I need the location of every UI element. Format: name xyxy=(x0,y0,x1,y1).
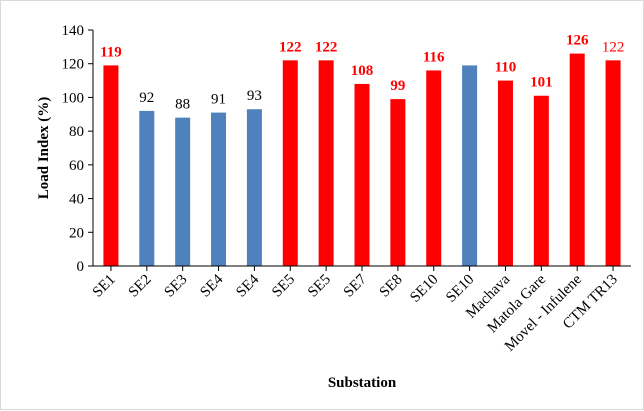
x-tick-label: SE5 xyxy=(269,272,298,301)
data-label: 122 xyxy=(602,39,625,55)
data-label: 101 xyxy=(530,75,553,91)
x-axis: SE1 SE2 SE3 SE4 SE4 SE5 SE5 SE7 SE8 SE10 SE10Macha… xyxy=(90,265,631,355)
x-tick-label: SE1 xyxy=(90,272,119,301)
bar xyxy=(390,99,406,266)
x-tick-label: SE7 xyxy=(341,271,370,300)
y-tick-label: 0 xyxy=(77,259,85,275)
data-label: 116 xyxy=(423,49,445,65)
x-tick-label: SE4 xyxy=(233,271,262,300)
y-axis: 0 20 40 60 80 100 120 140 xyxy=(62,23,94,275)
y-tick-label: 120 xyxy=(62,57,85,73)
bar xyxy=(103,65,119,267)
y-tick-label: 100 xyxy=(62,90,85,106)
data-label: 99 xyxy=(390,78,405,94)
bar xyxy=(139,110,155,267)
bar xyxy=(211,112,227,266)
x-tick-label: SE5 xyxy=(305,272,334,301)
data-label: 108 xyxy=(351,63,374,79)
data-label: 93 xyxy=(247,88,262,104)
bar xyxy=(533,95,549,266)
y-tick-label: 20 xyxy=(69,225,84,241)
y-tick-label: 40 xyxy=(69,192,84,208)
data-label: 126 xyxy=(566,33,589,49)
bar xyxy=(462,65,478,267)
data-labels-group: 119 92 88 91 93 122 122 108 99 116 110 101 126 122 xyxy=(100,33,624,113)
x-tick-label: SE10 xyxy=(407,272,441,306)
x-tick-label: SE4 xyxy=(197,271,226,300)
x-tick-label: SE2 xyxy=(126,272,155,301)
bar xyxy=(175,117,191,267)
data-label: 91 xyxy=(211,92,226,108)
x-axis-title: Substation xyxy=(328,375,397,391)
x-tick-label: SE3 xyxy=(161,272,190,301)
y-axis-title: Load Index (%) xyxy=(36,97,52,200)
y-tick-label: 140 xyxy=(62,23,85,39)
bar xyxy=(318,60,334,266)
bar xyxy=(569,53,585,266)
y-tick-label: 60 xyxy=(69,158,84,174)
x-tick-label: SE8 xyxy=(377,272,406,301)
data-label: 92 xyxy=(139,90,154,106)
data-label: 122 xyxy=(279,39,302,55)
data-label: 122 xyxy=(315,39,338,55)
bars-group xyxy=(103,53,621,267)
data-label: 110 xyxy=(495,60,517,76)
bar xyxy=(282,60,298,266)
bar xyxy=(497,80,513,266)
data-label: 119 xyxy=(100,44,122,60)
bar xyxy=(426,70,442,266)
bar xyxy=(246,109,262,266)
bar xyxy=(354,83,370,266)
y-tick-label: 80 xyxy=(69,124,84,140)
bar xyxy=(605,60,621,266)
data-label: 88 xyxy=(175,97,190,113)
